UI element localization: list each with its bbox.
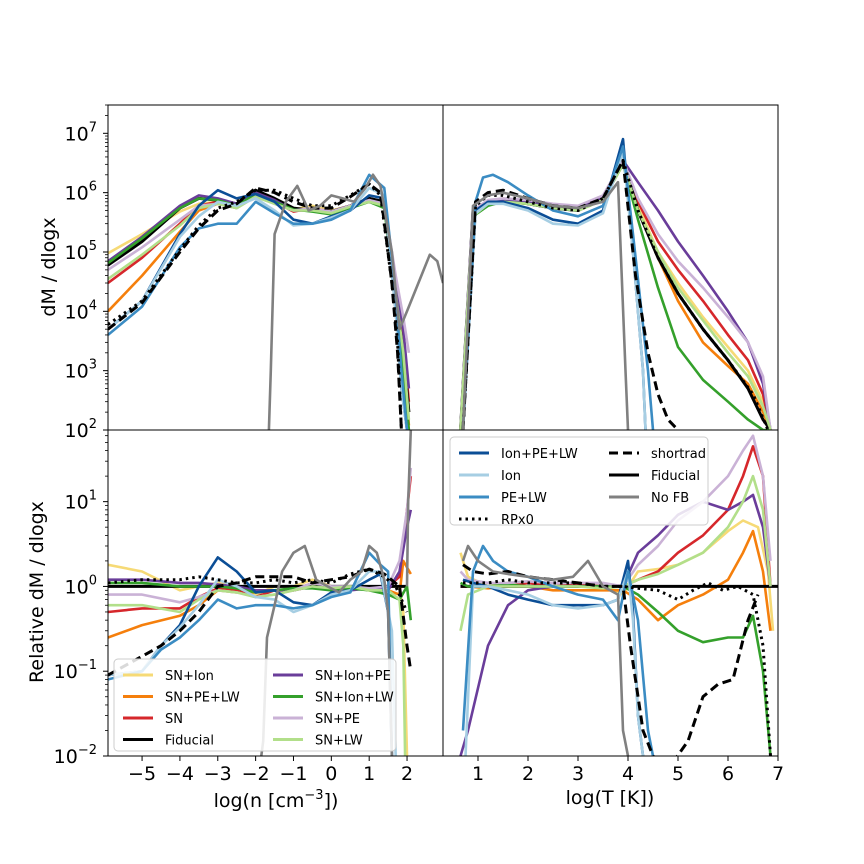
panel-frames (107, 104, 779, 757)
ytick-label: 105 (65, 239, 97, 264)
panel-density-distribution (108, 173, 443, 430)
panel-relative-density-distribution (108, 430, 413, 756)
series-line-no-fb (405, 430, 413, 587)
ytick-label: 101 (65, 489, 97, 514)
panel-relative-temperature-distribution (459, 434, 778, 756)
series-line-ion-pe-lw (108, 188, 409, 430)
ylabel-bottom: Relative dM / dlogx (26, 501, 48, 683)
ytick-label: 107 (65, 120, 97, 145)
legend-other-runs: Ion+PE+LW Ion PE+LW RPx0 shortrad Fiducial No … (449, 436, 709, 528)
series-line-no-fb (267, 173, 443, 430)
xlabel-temperature: log(T [K]) (566, 787, 655, 809)
legend-label-rpx0: RPx0 (501, 513, 534, 528)
series-line-no-fb (461, 544, 630, 756)
legend-label-sn: SN (165, 712, 183, 727)
legend-label-shortrad: shortrad (651, 447, 706, 462)
panel-temperature-distribution (459, 137, 772, 430)
xtick-label: −2 (242, 763, 270, 785)
series-line-sn-ion (459, 519, 775, 631)
legend-label-sn-ion-pe: SN+Ion+PE (315, 669, 391, 684)
legend-frame (449, 436, 709, 526)
xtick-label: 6 (722, 763, 734, 785)
xtick-label: 0 (325, 763, 337, 785)
xtick-label: −4 (166, 763, 194, 785)
series-line-shortrad (108, 567, 413, 677)
ytick-label: 100 (65, 573, 97, 598)
series-line-ion (464, 570, 645, 756)
series-line-sn-lw (108, 585, 407, 756)
ytick-label: 106 (65, 180, 97, 205)
series-line-rpx0 (461, 158, 770, 430)
series-line-rpx0 (108, 567, 409, 613)
xtick-label: 2 (522, 763, 534, 785)
legend-sn-runs: SN+Ion SN+PE+LW SN Fiducial SN+Ion+PE SN+Ion+… (113, 658, 397, 752)
series-line-rpx0 (463, 578, 772, 756)
legend-label-ion: Ion (501, 469, 521, 484)
legend-label-fiducial: Fiducial (651, 469, 700, 484)
series-line-pe-lw (108, 173, 409, 430)
legend-label-sn-pe-lw: SN+PE+LW (165, 691, 240, 706)
legend-label-fiducial: Fiducial (165, 734, 214, 749)
xtick-label: −3 (204, 763, 232, 785)
ytick-label: 102 (65, 417, 97, 442)
xlabel-density: log(n [cm−3]) (214, 788, 339, 812)
ytick-label: 103 (65, 358, 97, 383)
xtick-label: 7 (772, 763, 784, 785)
series-line-sn-pe (108, 195, 411, 354)
xtick-label: 1 (363, 763, 375, 785)
xtick-label: 3 (572, 763, 584, 785)
ytick-label: 104 (65, 298, 97, 323)
series-line-rpx0 (108, 182, 403, 430)
xtick-label: −1 (279, 763, 307, 785)
xtick-label: 1 (472, 763, 484, 785)
legend-label-sn-lw: SN+LW (315, 734, 363, 749)
series-line-shortrad (462, 563, 760, 756)
legend-frame (113, 658, 397, 752)
series-line-sn-pe-lw (108, 559, 412, 639)
series-line-fiducial (108, 188, 411, 413)
series-line-shortrad (108, 182, 403, 430)
legend-label-ion-pe-lw: Ion+PE+LW (501, 447, 578, 462)
legend-label-sn-ion: SN+Ion (165, 669, 214, 684)
xtick-label: 4 (622, 763, 634, 785)
series-line-ion (108, 186, 409, 430)
frame-bottom-right (442, 429, 779, 757)
ytick-label: 10−1 (54, 658, 97, 683)
series-line-no-fb (461, 180, 630, 430)
series-line-sn-ion-lw (108, 581, 413, 621)
ytick-label: 10−2 (54, 743, 97, 768)
xtick-label: −5 (128, 763, 156, 785)
xtick-label: 2 (401, 763, 413, 785)
series-line-shortrad (461, 158, 680, 430)
series-line-sn-ion-lw (108, 192, 411, 430)
legend-label-sn-ion-lw: SN+Ion+LW (315, 691, 394, 706)
legend-label-pe-lw: PE+LW (501, 491, 547, 506)
xtick-label: 5 (672, 763, 684, 785)
frame-top-right (442, 104, 779, 431)
series-line-pe-lw (461, 544, 655, 756)
series-line-no-fb (260, 544, 394, 756)
legend-label-no-fb: No FB (651, 491, 689, 506)
ylabel-top: dM / dlogx (38, 217, 60, 316)
legend-label-sn-pe: SN+PE (315, 712, 360, 727)
series-line-pe-lw (461, 145, 655, 430)
